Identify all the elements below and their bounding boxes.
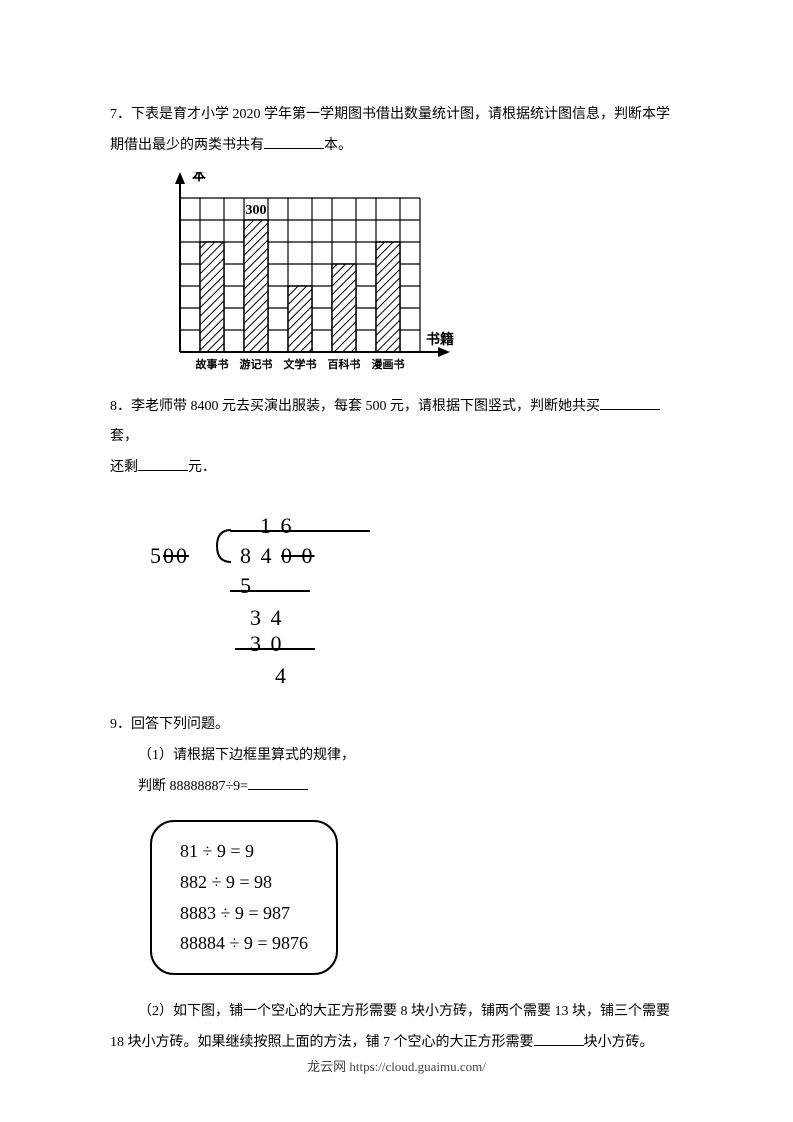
q8-blank2 xyxy=(138,456,188,471)
q7-blank xyxy=(264,133,324,148)
svg-text:漫画书: 漫画书 xyxy=(372,357,405,371)
q9-pattern-box: 81 ÷ 9 = 9 882 ÷ 9 = 98 8883 ÷ 9 = 987 8… xyxy=(150,820,338,974)
q7-chart: 故事书游记书文学书百科书漫画书 300 本书籍 xyxy=(140,172,683,382)
bar-chart-svg: 故事书游记书文学书百科书漫画书 300 本书籍 xyxy=(140,172,470,382)
question-9: 9．回答下列问题。 （1）请根据下边框里算式的规律， 判断 88888887÷9… xyxy=(110,710,683,802)
q9-blank2 xyxy=(534,1030,584,1045)
q9-pattern-box-wrap: 81 ÷ 9 = 9 882 ÷ 9 = 98 8883 ÷ 9 = 987 8… xyxy=(150,820,683,974)
q8-division: 1 6 500 8 4 0 0 5 3 4 3 0 4 xyxy=(150,502,683,692)
q8-blank1 xyxy=(600,394,660,409)
page-footer: 龙云网 https://cloud.guaimu.com/ xyxy=(0,1053,793,1082)
q8-line1: 8．李老师带 8400 元去买演出服装，每套 500 元，请根据下图竖式，判断她… xyxy=(110,392,683,454)
pattern-line: 81 ÷ 9 = 9 xyxy=(180,836,308,867)
division-line1 xyxy=(230,590,310,592)
question-8: 8．李老师带 8400 元去买演出服装，每套 500 元，请根据下图竖式，判断她… xyxy=(110,392,683,484)
division-bracket xyxy=(213,528,233,564)
pattern-line: 88884 ÷ 9 = 9876 xyxy=(180,928,308,959)
division-divisor: 500 xyxy=(150,532,189,580)
pattern-line: 8883 ÷ 9 = 987 xyxy=(180,898,308,929)
q9-part2: （2）如下图，铺一个空心的大正方形需要 8 块小方砖，铺两个需要 13 块，铺三… xyxy=(110,997,683,1059)
pattern-line: 882 ÷ 9 = 98 xyxy=(180,867,308,898)
division-line2 xyxy=(235,648,315,650)
svg-text:故事书: 故事书 xyxy=(196,357,229,371)
svg-text:文学书: 文学书 xyxy=(284,357,317,371)
svg-text:书籍: 书籍 xyxy=(426,331,454,348)
q7-line2: 期借出最少的两类书共有本。 xyxy=(110,131,683,162)
q8-line2: 还剩元． xyxy=(110,453,683,484)
svg-text:百科书: 百科书 xyxy=(328,357,361,371)
question-7: 7．下表是育才小学 2020 学年第一学期图书借出数量统计图，请根据统计图信息，… xyxy=(110,100,683,162)
q9-title: 9．回答下列问题。 xyxy=(110,710,683,741)
q7-line1: 7．下表是育才小学 2020 学年第一学期图书借出数量统计图，请根据统计图信息，… xyxy=(110,100,683,131)
svg-text:游记书: 游记书 xyxy=(240,357,273,371)
svg-text:300: 300 xyxy=(246,203,267,218)
q9-blank1 xyxy=(248,774,308,789)
division-remainder: 4 xyxy=(275,652,288,700)
q9-part1b: 判断 88888887÷9= xyxy=(110,772,683,803)
q9-part2a: （2）如下图，铺一个空心的大正方形需要 8 块小方砖，铺两个需要 13 块，铺三… xyxy=(110,997,683,1028)
svg-text:本: 本 xyxy=(192,172,207,184)
q9-part1a: （1）请根据下边框里算式的规律， xyxy=(110,741,683,772)
